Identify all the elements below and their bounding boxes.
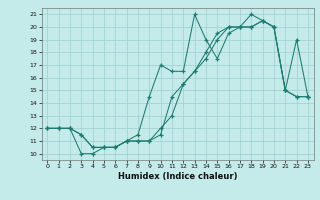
X-axis label: Humidex (Indice chaleur): Humidex (Indice chaleur) bbox=[118, 172, 237, 181]
